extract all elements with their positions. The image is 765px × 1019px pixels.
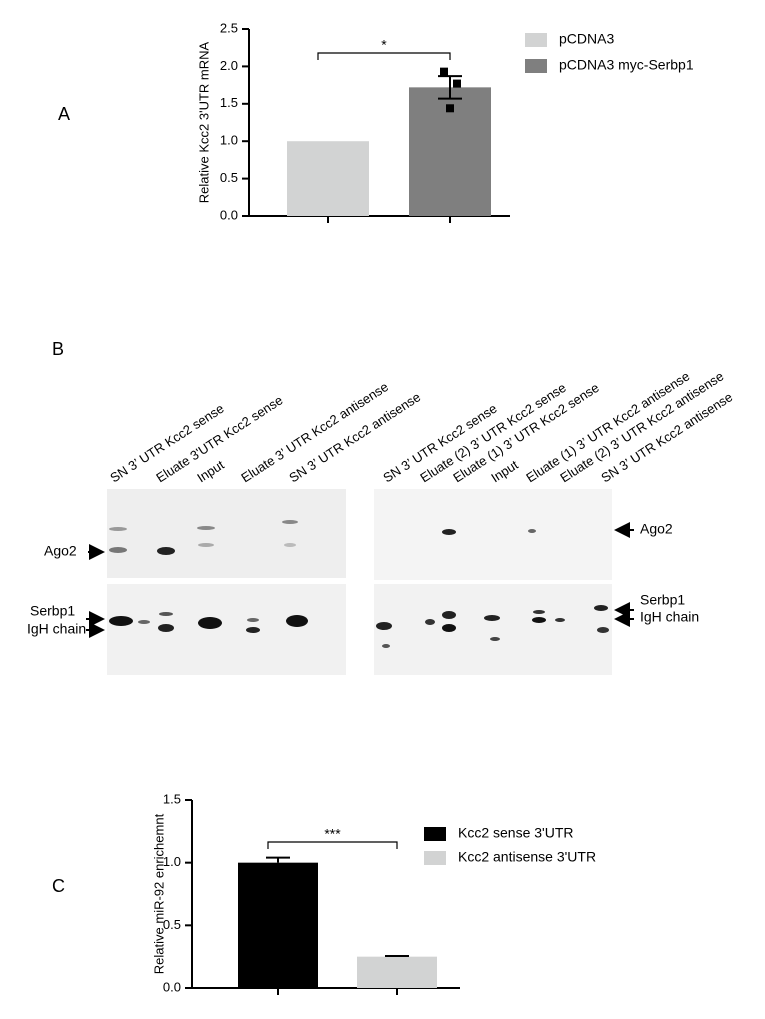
data-point xyxy=(440,67,448,76)
bar xyxy=(238,862,318,988)
y-tick-label: 0.5 xyxy=(163,917,181,932)
y-tick-label: 0.0 xyxy=(163,979,181,994)
y-tick-label: 1.0 xyxy=(220,133,238,148)
blot-marker: Ago2 xyxy=(640,521,673,537)
significance-label: * xyxy=(381,37,387,53)
lane-label: Input xyxy=(194,457,227,486)
legend-label: Kcc2 sense 3'UTR xyxy=(458,825,574,841)
bar xyxy=(287,141,369,216)
y-tick-label: 1.0 xyxy=(163,854,181,869)
blot-marker: Serbp1 xyxy=(640,592,685,608)
y-tick-label: 1.5 xyxy=(220,95,238,110)
blot-arrows xyxy=(86,522,634,638)
legend-label: pCDNA3 xyxy=(559,31,614,47)
y-axis-label: Relative miR-92 enrichemnt xyxy=(151,813,166,974)
panel-label: B xyxy=(52,339,64,359)
legend-label: pCDNA3 myc-Serbp1 xyxy=(559,57,694,73)
legend-swatch xyxy=(424,851,446,865)
blot-marker: Serbp1 xyxy=(30,603,75,619)
blot-marker: IgH chain xyxy=(640,609,699,625)
panel-label: A xyxy=(58,104,70,124)
blot-marker: Ago2 xyxy=(44,543,77,559)
legend-swatch xyxy=(424,827,446,841)
blot-marker: IgH chain xyxy=(27,621,86,637)
bar xyxy=(357,956,437,988)
significance-bracket xyxy=(267,841,398,849)
data-point xyxy=(453,79,461,88)
y-tick-label: 1.5 xyxy=(163,791,181,806)
panel-label: C xyxy=(52,876,65,896)
y-axis-label: Relative Kcc2 3'UTR mRNA xyxy=(196,41,211,203)
y-tick-label: 0.0 xyxy=(220,207,238,222)
y-tick-label: 0.5 xyxy=(220,170,238,185)
legend-swatch xyxy=(525,59,547,73)
blot-images xyxy=(107,489,612,675)
y-tick-label: 2.5 xyxy=(220,20,238,35)
legend-label: Kcc2 antisense 3'UTR xyxy=(458,849,596,865)
y-tick-label: 2.0 xyxy=(220,58,238,73)
significance-bracket xyxy=(317,52,451,60)
legend-swatch xyxy=(525,33,547,47)
data-point xyxy=(446,104,454,113)
significance-label: *** xyxy=(324,826,341,842)
